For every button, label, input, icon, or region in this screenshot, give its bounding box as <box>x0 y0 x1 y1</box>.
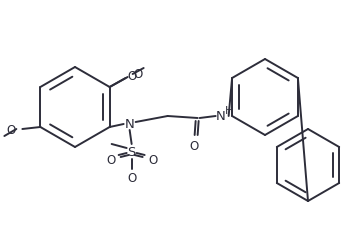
Text: O: O <box>6 123 15 136</box>
Text: O: O <box>127 69 136 82</box>
Text: O: O <box>127 172 136 185</box>
Text: H: H <box>225 106 233 115</box>
Text: N: N <box>216 110 226 123</box>
Text: S: S <box>127 146 136 159</box>
Text: N: N <box>125 118 135 131</box>
Text: O: O <box>106 154 115 167</box>
Text: O: O <box>134 67 143 80</box>
Text: O: O <box>189 139 198 152</box>
Text: O: O <box>148 154 157 167</box>
